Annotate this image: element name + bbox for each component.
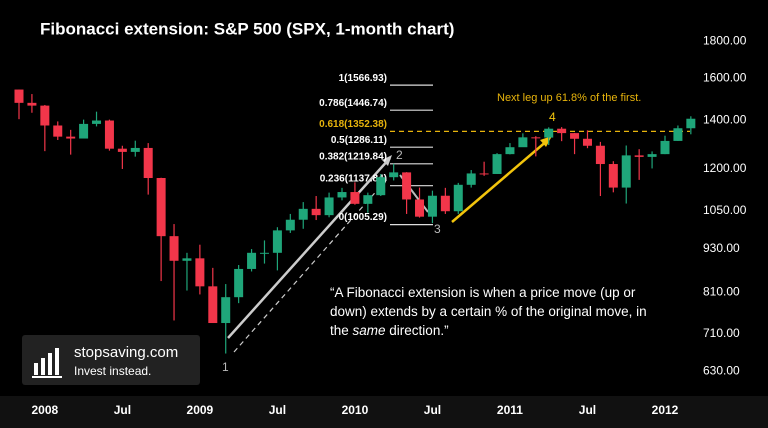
- point-label: 3: [434, 222, 441, 236]
- arrow-head: [382, 155, 392, 166]
- x-tick-label: 2009: [187, 403, 214, 417]
- x-tick-label: Jul: [114, 403, 131, 417]
- candle-body: [143, 147, 153, 178]
- candle-body: [182, 258, 192, 261]
- logo: stopsaving.com Invest instead.: [22, 335, 200, 385]
- arrow-1-2: [227, 157, 391, 339]
- fib-label: 1(1566.93): [339, 73, 387, 84]
- candle-body: [221, 297, 231, 324]
- candle-body: [208, 286, 218, 324]
- candle-body: [324, 197, 334, 216]
- chart-title: Fibonacci extension: S&P 500 (SPX, 1-mon…: [40, 19, 454, 38]
- x-tick-label: 2011: [497, 403, 523, 417]
- candle-body: [453, 184, 463, 212]
- candle-body: [311, 208, 321, 216]
- candle-body: [466, 173, 476, 185]
- candle-body: [363, 195, 373, 204]
- logo-icon: [32, 348, 62, 378]
- candle-body: [156, 177, 166, 237]
- candle-body: [259, 252, 269, 254]
- candle-body: [686, 118, 696, 129]
- candle-body: [647, 154, 657, 157]
- candle-body: [608, 164, 618, 188]
- candle-body: [104, 120, 114, 149]
- quote-text: “A Fibonacci extension is when a price m…: [330, 285, 647, 338]
- candle-body: [570, 133, 580, 139]
- annotation: Next leg up 61.8% of the first.: [497, 92, 641, 104]
- candle-body: [634, 155, 644, 157]
- candle-body: [285, 219, 295, 231]
- x-axis-band: [0, 396, 768, 428]
- y-tick-label: 630.00: [703, 364, 740, 378]
- candle-body: [505, 147, 515, 155]
- candle-body: [92, 120, 102, 124]
- candle-body: [415, 199, 425, 217]
- candle-body: [247, 252, 257, 269]
- candle-body: [350, 192, 360, 204]
- candle-body: [427, 195, 437, 217]
- candle-body: [402, 172, 412, 200]
- x-tick-label: 2012: [652, 403, 679, 417]
- quote-emphasis: same: [352, 323, 386, 338]
- candle-body: [544, 128, 554, 138]
- point-label: 4: [549, 110, 556, 124]
- candle-body: [492, 154, 502, 174]
- candle-body: [27, 102, 37, 106]
- point-label: 2: [396, 148, 403, 162]
- candle-body: [660, 140, 670, 155]
- candle-body: [389, 172, 399, 178]
- dashed-guide: [233, 177, 389, 353]
- candle-body: [298, 208, 308, 220]
- y-tick-label: 1050.00: [703, 203, 747, 217]
- candle-body: [621, 155, 631, 188]
- candle-body: [376, 177, 386, 196]
- candle-body: [117, 148, 127, 152]
- candle-body: [40, 105, 50, 126]
- candle-body: [440, 195, 450, 212]
- candle-body: [557, 128, 567, 134]
- fib-label: 0.236(1137.84): [320, 173, 387, 184]
- y-tick-label: 1400.00: [703, 113, 747, 127]
- x-tick-label: Jul: [424, 403, 441, 417]
- fib-label: 0(1005.29): [339, 212, 387, 223]
- y-tick-label: 710.00: [703, 326, 740, 340]
- logo-tagline: Invest instead.: [74, 364, 152, 378]
- candle-body: [234, 268, 244, 298]
- fib-label: 0.382(1219.84): [319, 151, 387, 162]
- candle-body: [479, 173, 489, 175]
- y-tick-label: 1600.00: [703, 71, 747, 85]
- candle-body: [531, 137, 541, 139]
- point-label: 1: [222, 360, 229, 374]
- x-tick-label: Jul: [579, 403, 596, 417]
- logo-name: stopsaving.com: [74, 344, 179, 361]
- arrow-3-4: [451, 139, 549, 223]
- candle-body: [272, 230, 282, 253]
- x-tick-label: 2008: [31, 403, 58, 417]
- y-tick-label: 810.00: [703, 285, 740, 299]
- candle-body: [595, 145, 605, 165]
- candle-body: [518, 137, 528, 148]
- candle-body: [79, 123, 89, 139]
- candle-body: [130, 147, 140, 152]
- y-tick-label: 1800.00: [703, 34, 747, 48]
- fib-label: 0.618(1352.38): [319, 119, 387, 130]
- x-tick-label: Jul: [269, 403, 286, 417]
- candle-body: [582, 138, 592, 146]
- candle-body: [673, 128, 683, 141]
- candle-body: [337, 192, 347, 198]
- candle-body: [169, 236, 179, 261]
- fib-label: 0.786(1446.74): [319, 98, 387, 109]
- candle-body: [195, 258, 205, 287]
- candle-body: [66, 136, 76, 139]
- quote: “A Fibonacci extension is when a price m…: [330, 283, 665, 340]
- y-tick-label: 1200.00: [703, 161, 747, 175]
- candle-body: [14, 89, 24, 103]
- candle-body: [53, 125, 63, 137]
- y-tick-label: 930.00: [703, 241, 740, 255]
- quote-text: direction.”: [385, 323, 449, 338]
- fib-label: 0.5(1286.11): [331, 135, 387, 146]
- x-tick-label: 2010: [342, 403, 369, 417]
